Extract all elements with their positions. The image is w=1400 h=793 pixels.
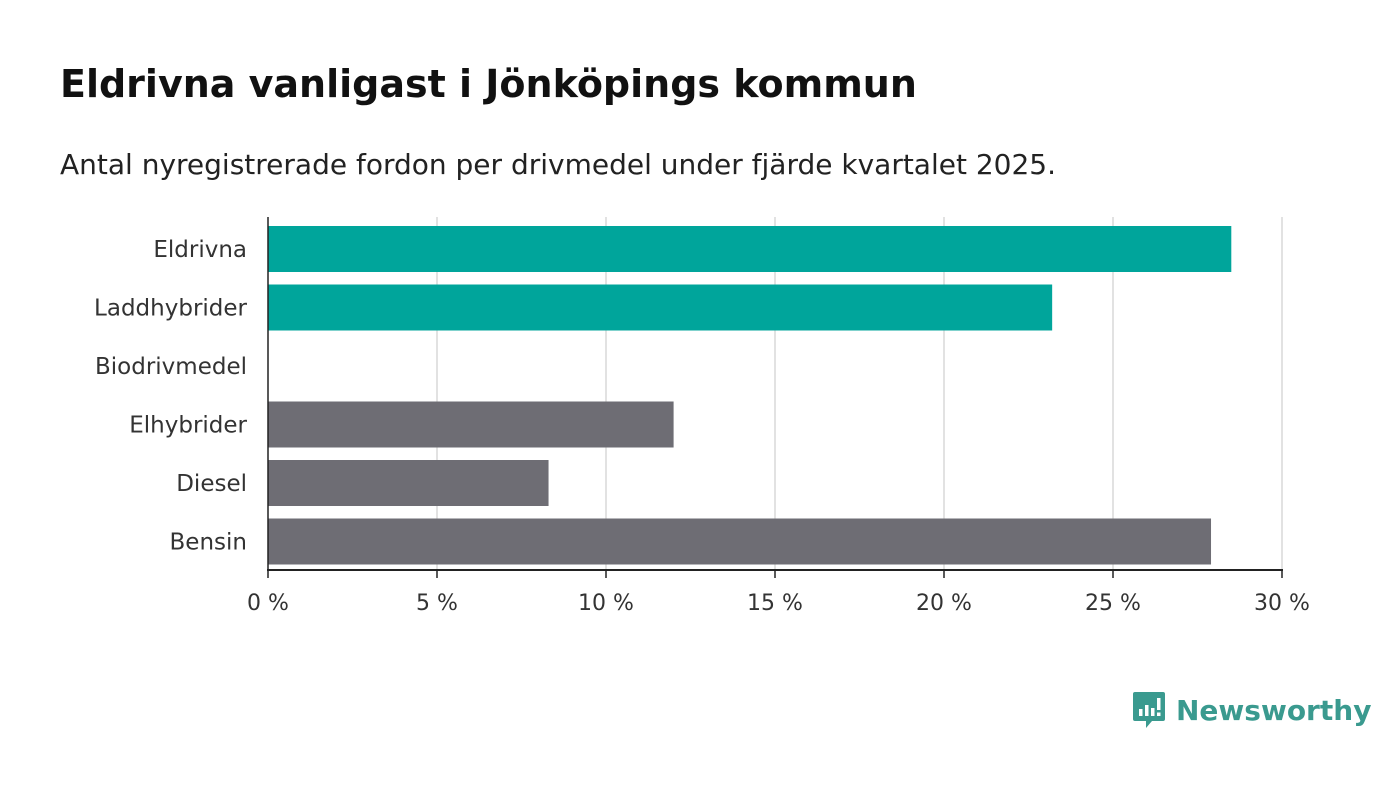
x-tick-label: 25 % <box>1085 591 1141 616</box>
x-tick-label: 0 % <box>247 591 289 616</box>
category-label: Elhybrider <box>129 413 247 439</box>
bar-elhybrider <box>268 401 674 448</box>
category-label: Laddhybrider <box>94 296 247 322</box>
category-label: Bensin <box>170 530 247 556</box>
newsworthy-logo-icon <box>1133 692 1165 728</box>
chart-title: Eldrivna vanligast i Jönköpings kommun <box>60 62 917 106</box>
x-tick-label: 5 % <box>416 591 458 616</box>
bar-diesel <box>268 460 549 506</box>
x-tick-label: 30 % <box>1254 591 1310 616</box>
brand-logo: Newsworthy <box>1132 690 1371 730</box>
category-label: Biodrivmedel <box>95 354 247 380</box>
bar-eldrivna <box>268 226 1232 272</box>
bar-bensin <box>268 518 1212 565</box>
bar-laddhybrider <box>268 284 1053 331</box>
brand-name: Newsworthy <box>1176 693 1372 727</box>
chart-subtitle: Antal nyregistrerade fordon per drivmede… <box>60 148 1057 181</box>
x-tick-label: 10 % <box>578 591 634 616</box>
x-tick-label: 15 % <box>747 591 803 616</box>
category-label: Eldrivna <box>153 237 247 263</box>
x-tick-label: 20 % <box>916 591 972 616</box>
category-label: Diesel <box>176 471 247 497</box>
